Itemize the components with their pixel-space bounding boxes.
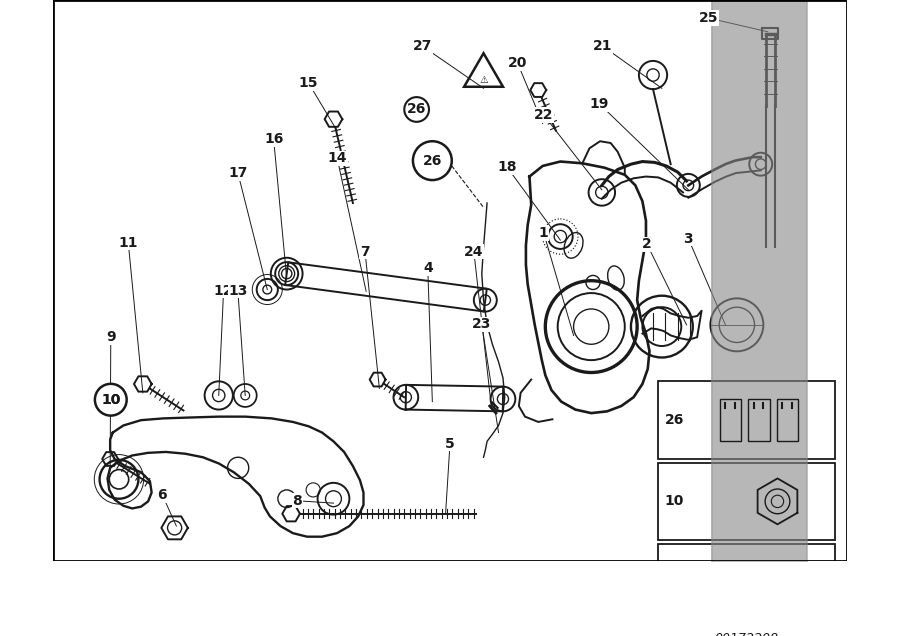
Text: 10: 10 [101,392,121,406]
Text: 14: 14 [328,151,346,165]
Text: 24: 24 [464,244,483,258]
Text: 21: 21 [593,39,612,53]
Text: 4: 4 [423,261,433,275]
Text: 9: 9 [106,330,115,344]
Text: 25: 25 [698,11,718,25]
Text: 17: 17 [229,166,248,180]
Text: 10: 10 [664,494,684,508]
Text: 26: 26 [423,154,442,168]
Text: 13: 13 [229,284,248,298]
Bar [658,382,835,459]
Text: 3: 3 [683,232,693,245]
Text: ⚠: ⚠ [479,75,488,85]
Bar [720,399,742,441]
Bar [658,462,835,540]
Text: 20: 20 [508,56,527,70]
Text: 16: 16 [264,132,284,146]
Circle shape [94,384,127,415]
Text: 22: 22 [534,108,554,122]
Circle shape [98,387,123,412]
Text: 7: 7 [360,244,370,258]
Text: 26: 26 [664,413,684,427]
Text: 23: 23 [472,317,491,331]
Text: 10: 10 [101,392,121,406]
Text: 12: 12 [214,284,233,298]
Bar [777,399,797,441]
Text: 15: 15 [299,76,319,90]
Text: 27: 27 [412,39,432,53]
Text: 00172208: 00172208 [715,632,778,636]
Text: 6: 6 [158,488,167,502]
Circle shape [404,97,429,122]
Text: 19: 19 [590,97,609,111]
Text: 18: 18 [498,160,517,174]
Bar [658,544,835,621]
Text: 1: 1 [539,226,549,240]
Circle shape [413,141,452,180]
Text: 5: 5 [446,436,454,450]
Text: 8: 8 [292,494,302,508]
Text: 11: 11 [119,235,138,249]
Bar [749,399,770,441]
Text: 2: 2 [642,237,652,251]
Text: 26: 26 [407,102,427,116]
Polygon shape [711,566,806,592]
